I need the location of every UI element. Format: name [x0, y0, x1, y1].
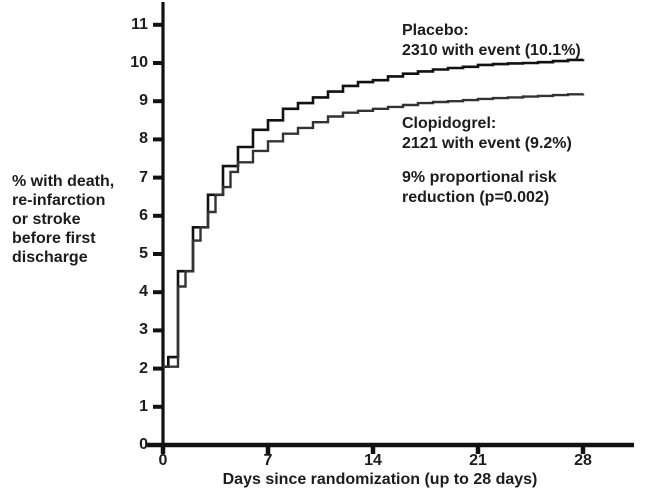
- y-tick-label: 1: [139, 398, 148, 415]
- y-tick-label: 8: [139, 130, 148, 147]
- y-tick-label: 6: [139, 207, 148, 224]
- y-tick-label: 5: [139, 245, 148, 262]
- y-axis-title-line: discharge: [12, 249, 88, 266]
- placebo-annotation-events: 2310 with event (10.1%): [402, 42, 581, 59]
- risk-reduction-line1: 9% proportional risk: [402, 169, 557, 186]
- placebo-curve: [163, 58, 585, 368]
- y-tick-label: 0: [139, 436, 148, 453]
- y-axis-title-line: or stroke: [12, 211, 81, 228]
- y-tick-label: 7: [139, 169, 148, 186]
- y-axis-title: % with death, re-infarction or stroke be…: [12, 172, 152, 267]
- clopidogrel-annotation-name: Clopidogrel:: [402, 115, 497, 132]
- x-tick-label: 7: [263, 452, 273, 469]
- x-tick-label: 28: [574, 452, 592, 469]
- y-axis-title-line: % with death,: [12, 173, 115, 190]
- y-tick-label: 3: [139, 321, 148, 338]
- y-axis-title-line: before first: [12, 230, 96, 247]
- x-tick-label: 14: [364, 452, 382, 469]
- x-axis-title: Days since randomization (up to 28 days): [222, 471, 538, 488]
- y-tick-label: 4: [139, 283, 148, 300]
- x-tick-label: 0: [158, 452, 168, 469]
- clopidogrel-annotation-events: 2121 with event (9.2%): [402, 135, 572, 152]
- placebo-annotation: Placebo: 2310 with event (10.1%): [402, 21, 581, 61]
- x-tick-label: 21: [469, 452, 487, 469]
- y-tick-label: 2: [139, 360, 148, 377]
- placebo-annotation-name: Placebo:: [402, 22, 469, 39]
- y-tick-label: 11: [131, 16, 148, 33]
- clopidogrel-annotation: Clopidogrel: 2121 with event (9.2%): [402, 114, 572, 154]
- y-axis-title-line: re-infarction: [12, 192, 106, 209]
- risk-reduction-line2: reduction (p=0.002): [402, 189, 550, 206]
- risk-reduction-annotation: 9% proportional risk reduction (p=0.002): [402, 168, 557, 208]
- clopidogrel-curve: [163, 93, 585, 368]
- y-tick-label: 10: [130, 54, 148, 71]
- y-tick-label: 9: [139, 92, 148, 109]
